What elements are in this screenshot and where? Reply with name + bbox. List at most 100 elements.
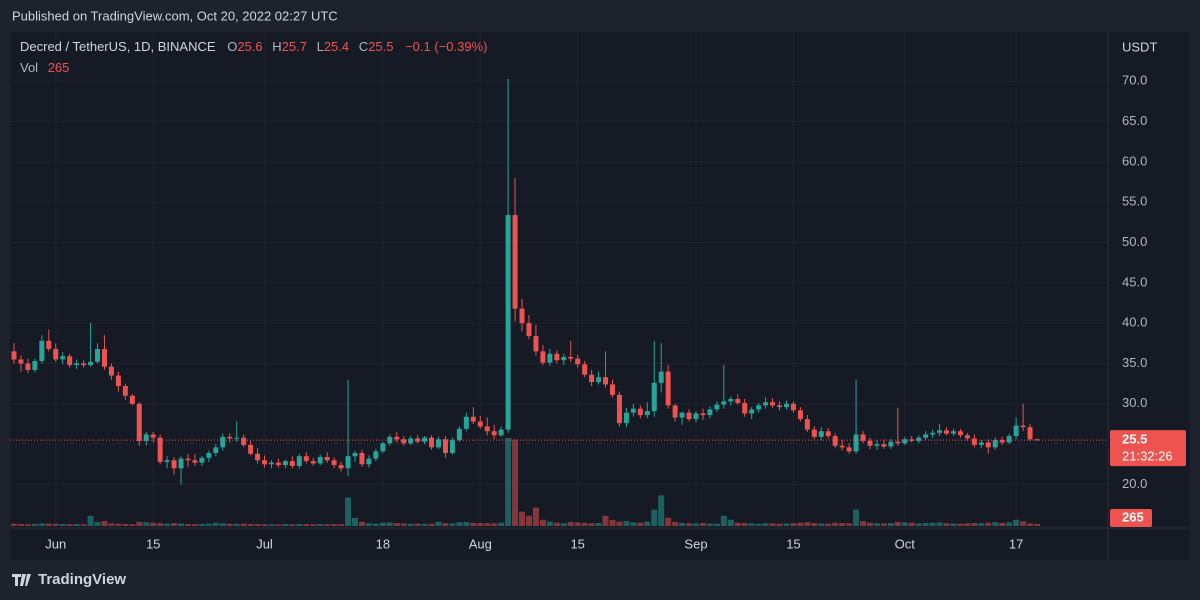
countdown: 21:32:26 — [1122, 449, 1173, 464]
candle-body — [415, 438, 421, 442]
volume-bar — [825, 523, 832, 526]
candle-body — [255, 453, 261, 461]
candle-body — [136, 403, 142, 441]
candle-body — [575, 358, 581, 365]
volume-bar — [129, 524, 136, 526]
candle-body — [937, 430, 943, 433]
published: Published on TradingView.com, Oct 20, 20… — [12, 8, 338, 23]
candle-body — [721, 401, 727, 405]
volume-bar — [73, 523, 80, 526]
volume-bar — [672, 521, 679, 526]
candle-body — [679, 412, 685, 418]
candle-body — [839, 445, 845, 448]
x-tick-label: Aug — [469, 536, 492, 551]
volume-bar — [686, 523, 693, 526]
candle-body — [108, 366, 114, 376]
candle-body — [916, 437, 922, 441]
volume-value: 265 — [48, 60, 70, 75]
volume-bar — [609, 519, 616, 526]
volume-bar — [59, 524, 66, 526]
volume-bar — [108, 523, 115, 526]
candle-body — [345, 456, 351, 469]
volume-layer — [11, 438, 1040, 526]
volume-bar — [143, 522, 150, 526]
chart-pane — [10, 32, 1190, 560]
volume-bar — [157, 523, 164, 526]
candle-body — [957, 431, 963, 436]
volume-bar — [623, 520, 630, 526]
candle-body — [950, 431, 956, 434]
volume-bar — [442, 523, 449, 526]
legend-value: 25.4 — [324, 39, 349, 54]
candle-body — [88, 361, 94, 366]
candle-body — [902, 439, 908, 444]
volume-bar — [616, 521, 623, 526]
volume-bar — [512, 439, 519, 526]
volume-bar — [992, 522, 999, 526]
volume-bar — [24, 524, 31, 526]
volume-bar — [338, 524, 345, 526]
volume-bar — [400, 523, 407, 526]
volume-bar — [498, 522, 505, 526]
volume-bar — [929, 522, 936, 526]
candle-body — [526, 323, 532, 337]
volume-bar — [80, 524, 87, 526]
volume-bar — [365, 523, 372, 526]
candle-body — [874, 444, 880, 446]
candle-body — [380, 443, 386, 452]
candle-body — [797, 410, 803, 420]
candle-body — [442, 439, 448, 453]
volume-bar — [505, 438, 512, 526]
volume-bar — [87, 515, 94, 526]
candle-body — [686, 412, 692, 420]
candle-body — [296, 456, 302, 466]
price-tag-label: 25.5 — [1122, 432, 1147, 447]
candle-body — [248, 444, 254, 454]
candle-body — [818, 431, 824, 437]
volume-tag-label: 265 — [1122, 509, 1144, 524]
candle-body — [519, 308, 525, 324]
x-tick-label: 15 — [570, 536, 584, 551]
volume-bar — [943, 523, 950, 526]
volume-bar — [240, 523, 247, 526]
candle-body — [95, 348, 101, 362]
volume-bar — [720, 515, 727, 526]
candle-body — [944, 430, 950, 434]
candle-body — [1013, 425, 1019, 437]
x-tick-label: 15 — [146, 536, 160, 551]
candle-body — [547, 353, 553, 363]
candle-body — [1027, 427, 1033, 440]
volume-bar — [261, 524, 268, 526]
legend-change: −0.1 (−0.39%) — [405, 39, 487, 54]
candle-body — [533, 336, 539, 352]
legend-value: 25.6 — [237, 39, 262, 54]
volume-bar — [184, 523, 191, 526]
volume-bar — [978, 523, 985, 526]
candle-body — [630, 408, 636, 413]
volume-bar — [985, 522, 992, 526]
candle-body — [115, 375, 121, 387]
candle-body — [651, 382, 657, 412]
candle-body — [317, 457, 323, 464]
candle-body — [352, 452, 358, 457]
volume-bar — [790, 523, 797, 526]
candle-body — [324, 457, 330, 461]
volume-bar — [303, 524, 310, 526]
volume-bar — [226, 523, 233, 526]
candle-body — [394, 436, 400, 440]
volume-bar — [560, 523, 567, 526]
volume-bar — [247, 523, 254, 526]
volume-bar — [769, 523, 776, 526]
volume-bar — [706, 523, 713, 526]
volume-bar — [964, 523, 971, 526]
candle-body — [150, 434, 156, 438]
candle-body — [67, 356, 73, 366]
candle-body — [338, 465, 344, 469]
legend-key: H — [272, 39, 281, 54]
volume-bar — [463, 521, 470, 526]
candle-body — [227, 436, 233, 439]
candle-body — [11, 351, 17, 360]
volume-bar — [317, 524, 324, 526]
candle-body — [783, 403, 789, 408]
